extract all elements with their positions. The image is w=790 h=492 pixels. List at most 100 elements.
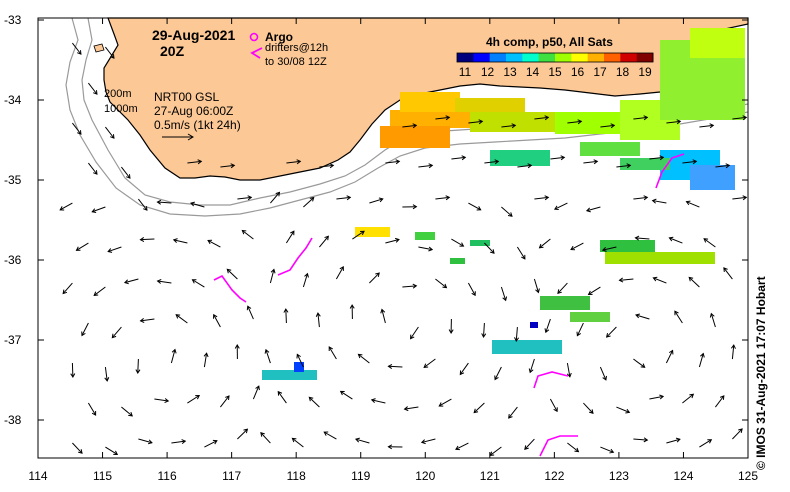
vector-head — [675, 437, 681, 443]
vector-head — [175, 314, 181, 319]
vector-head — [171, 348, 177, 354]
current-vector — [154, 398, 169, 402]
current-vector — [192, 279, 205, 288]
current-vector — [292, 437, 304, 448]
vector-head — [618, 277, 624, 283]
current-vector — [483, 322, 485, 338]
current-vector — [319, 235, 329, 248]
current-vector — [277, 391, 287, 404]
colorbar-swatch — [571, 53, 589, 62]
vector-head — [213, 313, 218, 319]
colorbar-swatch — [506, 53, 523, 62]
vector-head — [395, 159, 401, 165]
current-vector — [88, 82, 98, 95]
vector-head — [111, 333, 117, 339]
vector-head — [346, 195, 352, 201]
current-vector — [557, 282, 568, 294]
vector-head — [635, 313, 641, 319]
current-vector — [666, 438, 681, 444]
vector-head — [291, 437, 297, 443]
vector-head — [81, 331, 86, 337]
colorbar-tick-label: 12 — [481, 65, 495, 79]
vector-head — [113, 450, 119, 455]
lon-tick-label: 114 — [28, 469, 47, 483]
vector-head — [560, 155, 566, 161]
current-vector — [516, 246, 526, 260]
current-vector — [220, 164, 235, 168]
current-vector — [649, 156, 664, 160]
lat-tick-label: -35 — [4, 173, 22, 187]
vector-head — [481, 333, 487, 338]
vector-head — [738, 428, 743, 433]
vector-head — [640, 363, 646, 368]
vector-head — [375, 272, 380, 278]
vector-head — [107, 248, 113, 253]
current-vector — [213, 314, 221, 328]
vector-head — [593, 159, 599, 165]
vector-head — [478, 119, 484, 125]
current-vector — [421, 438, 436, 443]
lat-tick-label: -37 — [4, 333, 22, 347]
current-vector — [237, 428, 248, 440]
vector-head — [195, 394, 201, 400]
current-vector — [545, 318, 551, 333]
current-vector — [539, 238, 551, 249]
argo-icon — [249, 32, 259, 42]
current-vector — [190, 202, 205, 208]
vector-head — [643, 195, 649, 201]
current-vectors — [59, 42, 748, 456]
vector-head — [461, 155, 467, 161]
current-vector — [682, 393, 694, 404]
vector-head — [689, 393, 695, 399]
current-vector — [715, 164, 730, 168]
vector-head — [471, 291, 476, 297]
current-vector — [468, 120, 483, 124]
lat-tick-label: -36 — [4, 253, 22, 267]
vector-head — [304, 272, 309, 278]
isobath-200-label: 200m — [104, 88, 132, 100]
vector-head — [203, 352, 209, 358]
vector-head — [139, 318, 145, 323]
vector-head — [323, 431, 329, 436]
vector-head — [93, 90, 98, 95]
product-time: 27-Aug 06:00Z — [154, 104, 233, 118]
colorbar-swatch — [636, 53, 654, 62]
vector-head — [260, 432, 265, 437]
lat-tick-label: -38 — [4, 413, 22, 427]
current-vector — [369, 272, 380, 284]
current-vector — [682, 160, 697, 164]
vector-head — [508, 413, 513, 419]
vector-head — [387, 363, 393, 369]
current-vector — [686, 201, 700, 208]
vector-head — [535, 288, 540, 294]
current-vector — [170, 349, 176, 364]
current-vector — [207, 239, 221, 248]
drifter-track-2 — [277, 237, 313, 276]
current-vector — [226, 268, 238, 280]
vector-head — [455, 445, 460, 451]
vector-head — [528, 368, 534, 374]
vector-head — [241, 229, 247, 235]
current-vector — [633, 358, 645, 368]
vector-head — [576, 331, 581, 337]
vector-head — [587, 290, 593, 295]
current-vector — [237, 196, 252, 200]
vector-head — [164, 398, 170, 404]
current-vector — [418, 246, 433, 251]
vector-head — [574, 447, 580, 453]
current-vector — [385, 239, 400, 244]
current-vector — [619, 278, 634, 281]
vector-head — [659, 155, 665, 161]
vector-head — [651, 198, 657, 204]
vector-head — [428, 246, 434, 252]
current-vector — [633, 438, 648, 441]
vector-head — [685, 200, 691, 206]
vector-head — [226, 268, 232, 274]
vector-head — [448, 329, 454, 334]
vector-head — [730, 344, 736, 349]
current-vector — [204, 440, 218, 448]
current-vector — [88, 162, 98, 175]
vector-head — [699, 352, 705, 358]
vector-head — [143, 206, 148, 211]
scale-arrow — [162, 133, 194, 141]
